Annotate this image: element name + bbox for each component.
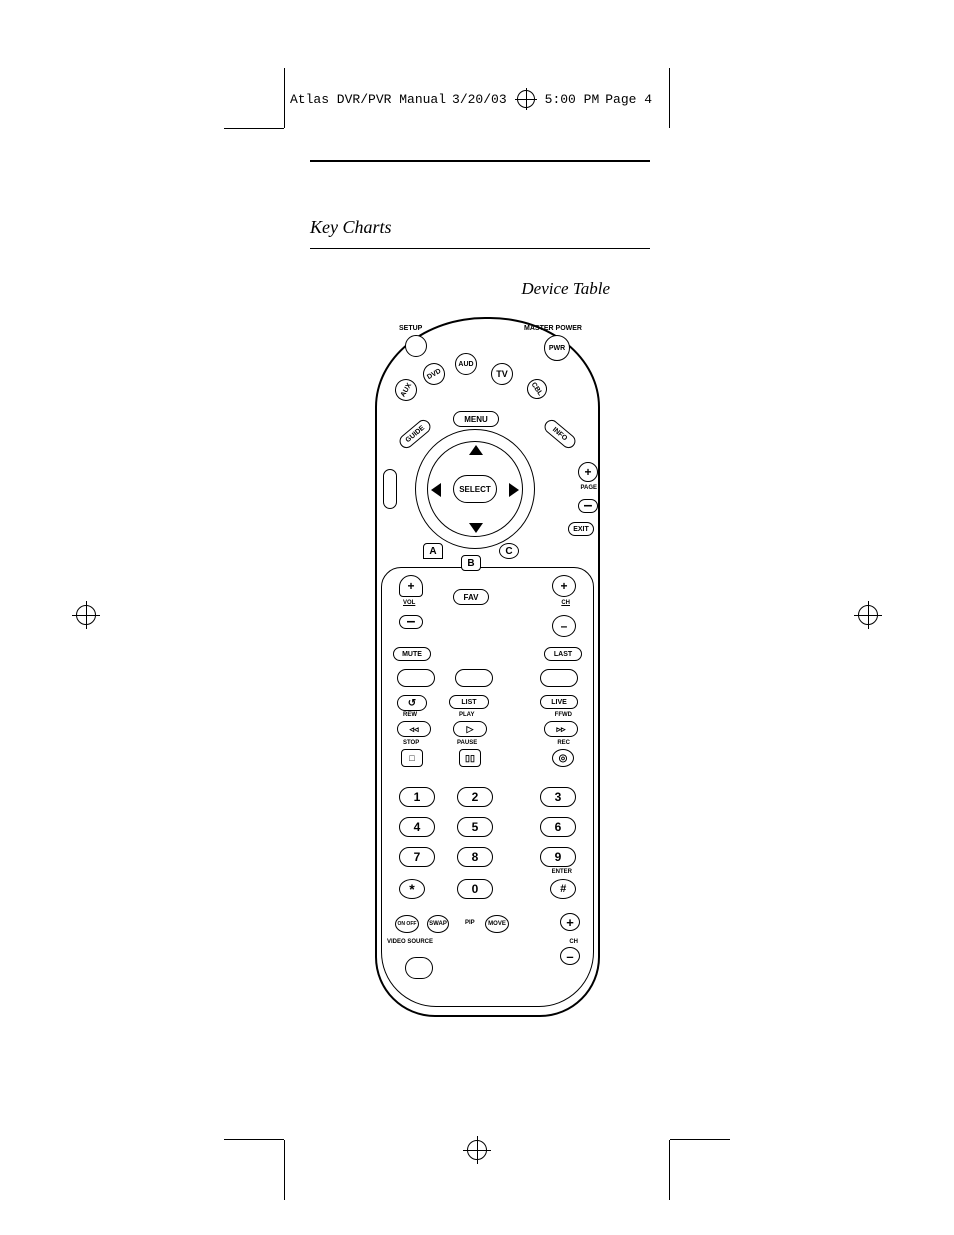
digit-4-button[interactable]: 4: [399, 817, 435, 837]
live-button[interactable]: LIVE: [540, 695, 578, 709]
rule-light: [310, 248, 650, 249]
registration-mark-icon: [467, 1140, 487, 1160]
day-rocker[interactable]: [383, 469, 397, 509]
setup-label: SETUP: [399, 325, 422, 332]
mute-button[interactable]: MUTE: [393, 647, 431, 661]
power-button[interactable]: PWR: [544, 335, 570, 361]
crop-mark: [670, 1139, 730, 1140]
arrow-down-icon[interactable]: [469, 523, 483, 533]
digit-7-button[interactable]: 7: [399, 847, 435, 867]
page-content: Key Charts Device Table SETUP MASTER POW…: [300, 160, 650, 1017]
vol-down-button[interactable]: –: [399, 615, 423, 629]
list-button[interactable]: LIST: [449, 695, 489, 709]
registration-mark-icon: [517, 90, 535, 108]
video-source-button[interactable]: [405, 957, 433, 979]
ch-up-button[interactable]: +: [552, 575, 576, 597]
menu-button[interactable]: MENU: [453, 411, 499, 427]
digit-1-button[interactable]: 1: [399, 787, 435, 807]
c-button[interactable]: C: [499, 543, 519, 559]
pip-ch-minus-button[interactable]: –: [560, 947, 580, 965]
pip-onoff-button[interactable]: ON OFF: [395, 915, 419, 933]
aud-button[interactable]: AUD: [455, 353, 477, 375]
page-down-button[interactable]: –: [578, 499, 598, 513]
arrow-up-icon[interactable]: [469, 445, 483, 455]
vol-up-button[interactable]: +: [399, 575, 423, 597]
digit-2-button[interactable]: 2: [457, 787, 493, 807]
select-button[interactable]: SELECT: [453, 475, 497, 503]
crop-header: Atlas DVR/PVR Manual 3/20/03 5:00 PM Pag…: [290, 90, 652, 108]
registration-mark-icon: [858, 605, 878, 625]
crop-mark: [224, 1139, 284, 1140]
digit-9-button[interactable]: 9: [540, 847, 576, 867]
hash-button[interactable]: #: [550, 879, 576, 899]
video-source-label: VIDEO SOURCE: [387, 939, 433, 945]
enter-label: ENTER: [552, 869, 572, 875]
arrow-right-icon[interactable]: [509, 483, 519, 497]
b-button[interactable]: B: [461, 555, 481, 571]
vol-label: VOL: [403, 600, 415, 606]
ch-label: CH: [561, 600, 570, 606]
last-button[interactable]: LAST: [544, 647, 582, 661]
ffwd-label: FFWD: [555, 712, 572, 718]
play-label: PLAY: [459, 712, 474, 718]
ch-down-button[interactable]: –: [552, 615, 576, 637]
digit-3-button[interactable]: 3: [540, 787, 576, 807]
crop-mark: [284, 68, 285, 128]
crop-mark: [224, 128, 284, 129]
digit-6-button[interactable]: 6: [540, 817, 576, 837]
sub-title: Device Table: [300, 279, 610, 299]
doc-time: 5:00 PM: [545, 92, 600, 107]
pause-label: PAUSE: [457, 740, 477, 746]
digit-0-button[interactable]: 0: [457, 879, 493, 899]
setup-button[interactable]: [405, 335, 427, 357]
page-label: PAGE: [580, 485, 597, 491]
crop-mark: [284, 1140, 285, 1200]
pip-ch-label: CH: [569, 939, 578, 945]
rew-label: REW: [403, 712, 417, 718]
blank-button[interactable]: [540, 669, 578, 687]
rec-label: REC: [557, 740, 570, 746]
pip-swap-button[interactable]: SWAP: [427, 915, 449, 933]
arrow-left-icon[interactable]: [431, 483, 441, 497]
tv-button[interactable]: TV: [491, 363, 513, 385]
remote-diagram: SETUP MASTER POWER PWR AUX DVD AUD TV CB…: [375, 317, 600, 1017]
pip-label: PIP: [465, 920, 475, 926]
stop-button[interactable]: □: [401, 749, 423, 767]
fav-button[interactable]: FAV: [453, 589, 489, 605]
rec-button[interactable]: ◎: [552, 749, 574, 767]
registration-mark-icon: [76, 605, 96, 625]
star-button[interactable]: *: [399, 879, 425, 899]
blank-button[interactable]: [397, 669, 435, 687]
rule-heavy: [310, 160, 650, 162]
rew-button[interactable]: ◃◃: [397, 721, 431, 737]
doc-date: 3/20/03: [452, 92, 507, 107]
play-button[interactable]: ▷: [453, 721, 487, 737]
crop-mark: [669, 68, 670, 128]
stop-label: STOP: [403, 740, 419, 746]
master-power-label: MASTER POWER: [524, 325, 582, 332]
page-up-button[interactable]: +: [578, 462, 598, 482]
blank-button[interactable]: [455, 669, 493, 687]
pip-move-button[interactable]: MOVE: [485, 915, 509, 933]
pip-ch-plus-button[interactable]: +: [560, 913, 580, 931]
section-title: Key Charts: [310, 217, 650, 238]
replay-button[interactable]: ↺: [397, 695, 427, 711]
crop-mark: [669, 1140, 670, 1200]
ffwd-button[interactable]: ▹▹: [544, 721, 578, 737]
doc-page: Page 4: [605, 92, 652, 107]
doc-title: Atlas DVR/PVR Manual: [290, 92, 446, 107]
pause-button[interactable]: ▯▯: [459, 749, 481, 767]
digit-5-button[interactable]: 5: [457, 817, 493, 837]
digit-8-button[interactable]: 8: [457, 847, 493, 867]
exit-button[interactable]: EXIT: [568, 522, 594, 536]
a-button[interactable]: A: [423, 543, 443, 559]
